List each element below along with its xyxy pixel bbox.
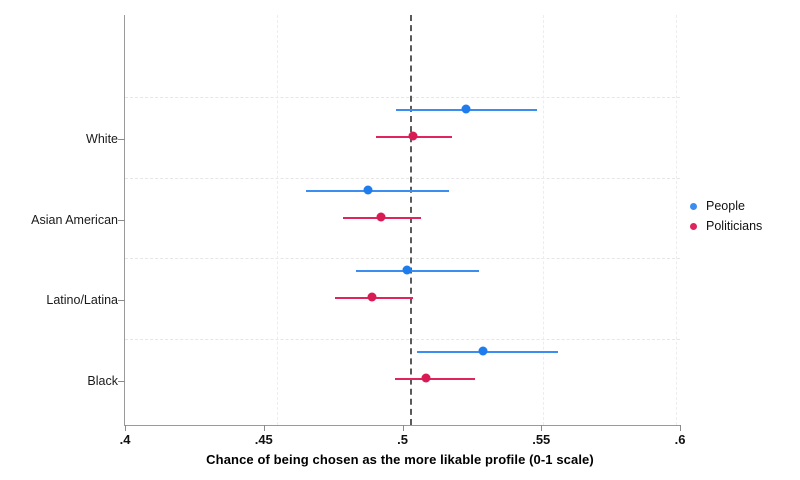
gridline-horizontal <box>125 258 680 259</box>
y-tick <box>118 300 125 301</box>
data-point-people[interactable] <box>363 185 373 195</box>
legend-item-politicians[interactable]: Politicians <box>690 216 762 236</box>
legend-label-people: People <box>706 199 745 213</box>
y-tick-label-black: Black <box>87 374 118 388</box>
legend-label-politicians: Politicians <box>706 219 763 233</box>
gridline-vertical <box>543 15 544 425</box>
gridline-vertical <box>676 15 677 425</box>
confidence-interval-people <box>306 190 450 192</box>
data-point-people[interactable] <box>402 265 412 275</box>
x-tick <box>680 425 681 431</box>
x-tick-label: .4 <box>119 432 131 447</box>
data-point-people[interactable] <box>478 346 488 356</box>
y-tick <box>118 381 125 382</box>
legend-swatch-people <box>690 202 697 210</box>
gridline-horizontal <box>125 339 680 340</box>
y-tick-label-latino-latina: Latino/Latina <box>46 293 118 307</box>
reference-line-half <box>410 15 412 425</box>
data-point-politicians[interactable] <box>408 131 418 141</box>
confidence-interval-people <box>417 351 558 353</box>
plot-area <box>125 15 680 425</box>
legend-item-people[interactable]: People <box>690 196 762 216</box>
x-axis-line <box>124 425 680 426</box>
y-tick <box>118 139 125 140</box>
y-tick <box>118 220 125 221</box>
legend-swatch-politicians <box>690 222 697 230</box>
data-point-politicians[interactable] <box>421 373 431 383</box>
gridline-horizontal <box>125 97 680 98</box>
x-tick-label: .6 <box>674 432 686 447</box>
y-tick-label-asian-american: Asian American <box>31 213 118 227</box>
x-tick <box>541 425 543 431</box>
x-tick <box>402 425 404 431</box>
gridline-horizontal <box>125 178 680 179</box>
x-tick-label: .55 <box>532 432 551 447</box>
x-tick-label: .45 <box>254 432 273 447</box>
x-tick-label: .5 <box>397 432 408 447</box>
gridline-vertical <box>277 15 278 425</box>
legend: People Politicians <box>690 196 762 236</box>
data-point-politicians[interactable] <box>367 292 377 302</box>
x-tick <box>263 425 265 431</box>
x-tick <box>125 425 126 431</box>
confidence-interval-people <box>355 270 479 272</box>
data-point-politicians[interactable] <box>376 212 386 222</box>
y-tick-label-white: White <box>86 132 118 146</box>
confidence-interval-politicians <box>395 378 476 380</box>
data-point-people[interactable] <box>461 104 471 114</box>
x-axis-title: Chance of being chosen as the more likab… <box>206 452 594 467</box>
